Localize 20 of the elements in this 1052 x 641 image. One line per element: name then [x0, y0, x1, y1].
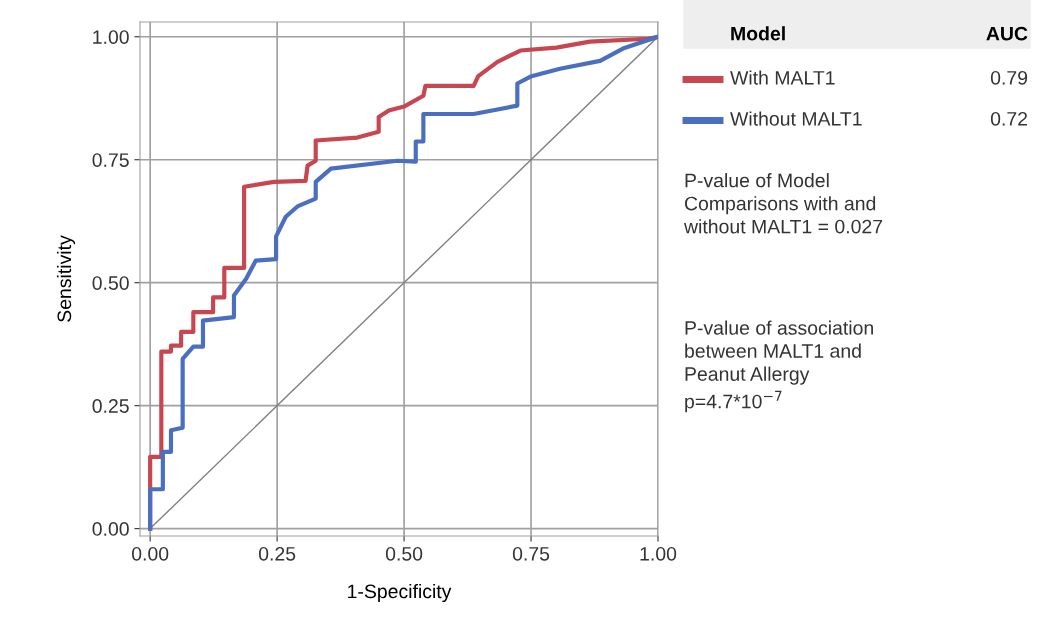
x-tick-label: 1.00 [640, 546, 677, 561]
text: P-value of Model Comparisons with and without MALT1 = 0.027 [683, 173, 883, 234]
y-tick-label: 0.25 [92, 399, 129, 413]
x-tick-label: 0.25 [258, 546, 296, 561]
y-tick-label: 1.00 [93, 30, 129, 44]
y-axis-title: Sensitivity [56, 235, 76, 322]
x-axis-title: 1-Specificity [348, 583, 452, 603]
legend-title: Model [731, 26, 785, 41]
legend-label: With MALT1 [730, 70, 835, 85]
text: P-value of association between MALT1 and Peanut Allergy p=4.7*10$^{−7}$ [685, 320, 873, 413]
legend-label: Without MALT1 [730, 111, 862, 126]
x-tick-label: 0.75 [512, 546, 550, 561]
y-tick-label: 0.75 [92, 153, 129, 167]
x-tick-label: 0.00 [132, 546, 169, 561]
text: 0.79 [990, 70, 1028, 85]
x-tick-label: 0.50 [385, 546, 423, 561]
y-tick-label: 0.50 [92, 276, 129, 290]
text: AUC [986, 26, 1028, 41]
text: 0.72 [990, 111, 1028, 126]
y-tick-label: 0.00 [92, 522, 129, 536]
